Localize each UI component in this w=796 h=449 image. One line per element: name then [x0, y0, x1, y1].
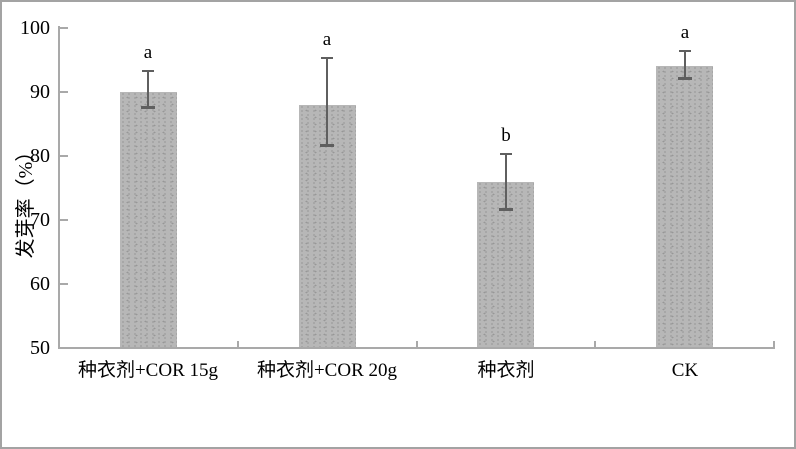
x-axis-tick-mark: [416, 341, 418, 348]
significance-letter: a: [322, 29, 332, 50]
x-axis-category-label: 种衣剂: [477, 360, 535, 381]
error-bar-top-cap: [321, 57, 333, 59]
x-axis-tick-mark: [594, 341, 596, 348]
bar: [656, 66, 713, 348]
y-axis-line: [58, 26, 60, 349]
y-axis-tick-label: 70: [30, 209, 50, 231]
y-axis-title: 发芽率（%）: [15, 141, 37, 259]
error-bar-bottom-cap: [499, 208, 513, 211]
error-bar-bottom-cap: [320, 144, 334, 147]
y-axis-tick-mark: [60, 283, 68, 285]
error-bar-top-cap: [500, 153, 512, 155]
error-bar-line: [147, 70, 149, 108]
y-axis-tick-label: 100: [20, 17, 50, 39]
x-axis-category-label: 种衣剂+COR 15g: [77, 360, 219, 381]
error-bar-line: [326, 57, 328, 147]
y-axis-tick-mark: [60, 219, 68, 221]
y-axis-tick-label: 80: [30, 145, 50, 167]
error-bar-line: [684, 50, 686, 79]
x-axis-line: [58, 347, 775, 349]
x-axis-category-label: 种衣剂+COR 20g: [256, 360, 398, 381]
y-axis-tick-mark: [60, 27, 68, 29]
y-axis-tick-mark: [60, 155, 68, 157]
y-axis-tick-mark: [60, 91, 68, 93]
x-axis-tick-mark: [237, 341, 239, 348]
error-bar-top-cap: [679, 50, 691, 52]
bar: [120, 92, 177, 348]
error-bar-bottom-cap: [678, 77, 692, 80]
error-bar-top-cap: [142, 70, 154, 72]
x-axis-tick-mark: [773, 341, 775, 348]
y-axis-tick-mark: [60, 347, 68, 349]
x-axis-tick-mark: [58, 341, 60, 348]
error-bar-bottom-cap: [141, 106, 155, 109]
y-axis-tick-label: 60: [30, 273, 50, 295]
y-axis-tick-label: 90: [30, 81, 50, 103]
significance-letter: a: [680, 22, 690, 43]
significance-letter: b: [501, 125, 511, 146]
y-axis-tick-label: 50: [30, 337, 50, 359]
error-bar-line: [505, 153, 507, 211]
x-axis-category-label: CK: [671, 360, 699, 381]
significance-letter: a: [143, 42, 153, 63]
